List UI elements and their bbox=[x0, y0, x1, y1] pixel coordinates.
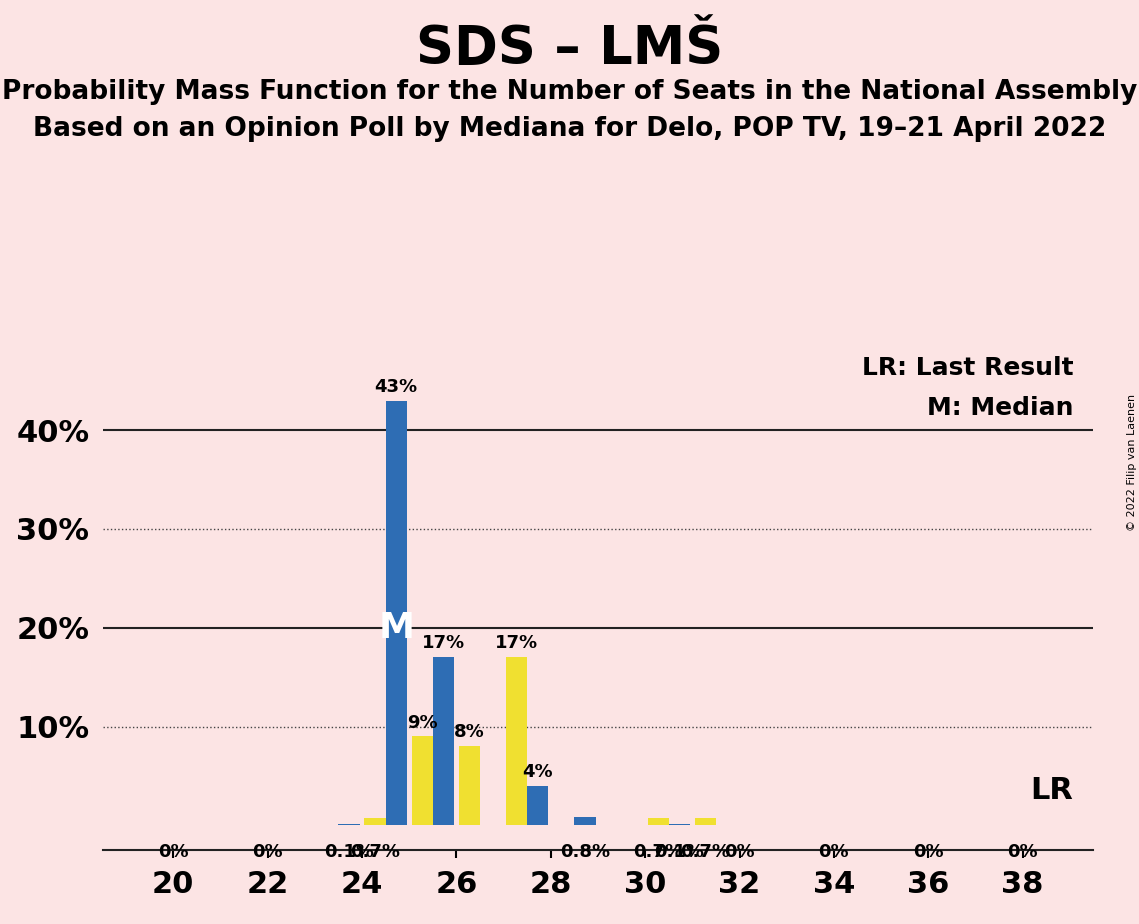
Text: 0.7%: 0.7% bbox=[680, 844, 730, 861]
Bar bbox=[364, 819, 386, 825]
Text: 0.7%: 0.7% bbox=[350, 844, 400, 861]
Bar bbox=[506, 657, 527, 825]
Text: 0%: 0% bbox=[253, 844, 282, 861]
Text: 0%: 0% bbox=[724, 844, 755, 861]
Text: 8%: 8% bbox=[454, 723, 485, 741]
Bar bbox=[695, 819, 716, 825]
Text: 0.8%: 0.8% bbox=[560, 844, 611, 861]
Text: M: M bbox=[378, 611, 415, 645]
Text: 17%: 17% bbox=[421, 635, 465, 652]
Text: 0.7%: 0.7% bbox=[633, 844, 683, 861]
Bar bbox=[669, 824, 690, 825]
Bar bbox=[386, 400, 407, 825]
Text: 0%: 0% bbox=[158, 844, 189, 861]
Text: Probability Mass Function for the Number of Seats in the National Assembly: Probability Mass Function for the Number… bbox=[2, 79, 1137, 104]
Text: © 2022 Filip van Laenen: © 2022 Filip van Laenen bbox=[1126, 394, 1137, 530]
Text: 0%: 0% bbox=[913, 844, 943, 861]
Text: 0%: 0% bbox=[819, 844, 850, 861]
Bar bbox=[411, 736, 433, 825]
Bar bbox=[459, 747, 480, 825]
Text: Based on an Opinion Poll by Mediana for Delo, POP TV, 19–21 April 2022: Based on an Opinion Poll by Mediana for … bbox=[33, 116, 1106, 141]
Bar bbox=[433, 657, 454, 825]
Text: 0%: 0% bbox=[1007, 844, 1038, 861]
Bar bbox=[648, 819, 669, 825]
Bar bbox=[574, 818, 596, 825]
Text: 9%: 9% bbox=[407, 713, 437, 732]
Text: 43%: 43% bbox=[375, 378, 418, 395]
Text: 4%: 4% bbox=[523, 763, 554, 781]
Bar bbox=[527, 785, 549, 825]
Bar bbox=[338, 824, 360, 825]
Text: 17%: 17% bbox=[495, 635, 538, 652]
Text: LR: Last Result: LR: Last Result bbox=[862, 356, 1074, 380]
Text: LR: LR bbox=[1031, 776, 1074, 805]
Text: M: Median: M: Median bbox=[927, 396, 1074, 420]
Text: 0.1%: 0.1% bbox=[325, 844, 374, 861]
Text: SDS – LMŠ: SDS – LMŠ bbox=[416, 23, 723, 75]
Text: 0.1%: 0.1% bbox=[655, 844, 704, 861]
